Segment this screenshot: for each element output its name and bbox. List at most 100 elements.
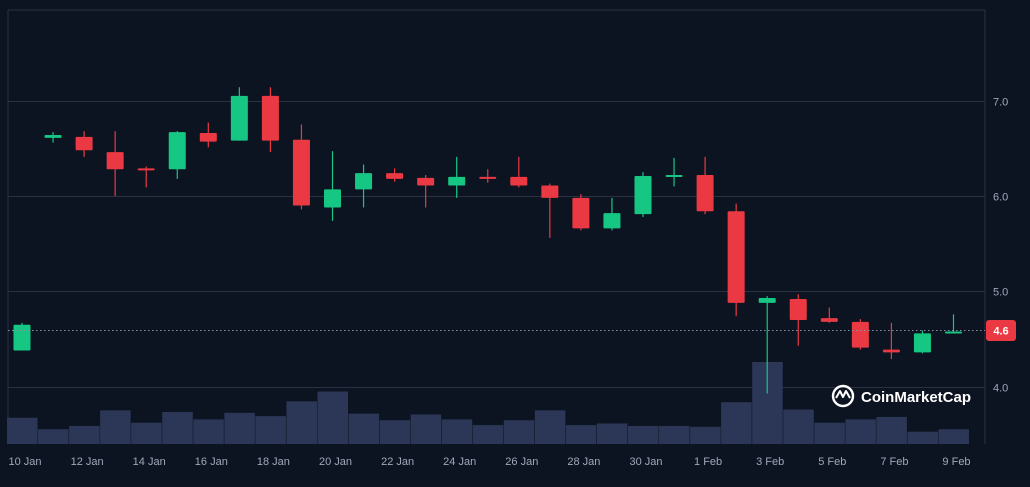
volume-bar <box>814 422 845 444</box>
candle-body <box>696 175 714 212</box>
candle[interactable] <box>324 151 341 221</box>
candle[interactable] <box>758 296 776 394</box>
x-tick-label: 12 Jan <box>71 456 104 468</box>
volume-layer <box>7 362 969 444</box>
volume-bar <box>255 416 286 444</box>
candle-body <box>789 299 807 320</box>
candle[interactable] <box>199 122 217 148</box>
candle[interactable] <box>789 294 807 346</box>
volume-bar <box>162 412 193 444</box>
candle[interactable] <box>820 307 838 323</box>
candle[interactable] <box>106 131 124 196</box>
y-tick-label: 4.0 <box>993 383 1008 395</box>
candle[interactable] <box>510 156 528 188</box>
candle-layer <box>13 87 962 394</box>
x-tick-label: 26 Jan <box>505 456 538 468</box>
candle[interactable] <box>44 132 62 143</box>
volume-bar <box>224 412 255 444</box>
volume-bar <box>472 425 504 444</box>
volume-bar <box>534 410 566 444</box>
candle[interactable] <box>355 164 373 208</box>
candle-body <box>945 331 962 334</box>
candle-body <box>230 95 248 141</box>
candle-body <box>106 152 124 170</box>
volume-bar <box>193 419 224 444</box>
current-price-label: 4.6 <box>993 326 1008 338</box>
candle[interactable] <box>479 169 497 183</box>
candle-body <box>479 176 497 179</box>
price-line-layer: 4.6 <box>8 320 1016 341</box>
candle[interactable] <box>292 124 310 210</box>
candle[interactable] <box>945 314 962 334</box>
x-tick-label: 24 Jan <box>443 456 476 468</box>
candle[interactable] <box>572 194 590 231</box>
candle-body <box>386 173 404 179</box>
current-price-tag: 4.6 <box>986 320 1016 341</box>
candle[interactable] <box>137 166 155 188</box>
coinmarketcap-logo-icon <box>831 384 855 408</box>
y-tick-label: 5.0 <box>993 287 1008 299</box>
volume-bar <box>845 419 876 444</box>
candle-body <box>137 168 155 171</box>
candle-body <box>820 318 838 322</box>
candle[interactable] <box>75 131 93 157</box>
volume-bar <box>565 425 597 444</box>
x-tick-label: 10 Jan <box>8 456 41 468</box>
volume-bar <box>783 409 814 444</box>
candle[interactable] <box>882 322 900 360</box>
candle[interactable] <box>696 156 714 215</box>
x-tick-label: 18 Jan <box>257 456 290 468</box>
current-price-tag-bg <box>986 320 1016 341</box>
x-tick-label: 16 Jan <box>195 456 228 468</box>
volume-bar <box>100 410 131 444</box>
volume-bar <box>379 420 411 444</box>
candle[interactable] <box>448 156 466 198</box>
volume-bar <box>7 417 38 444</box>
y-tick-label: 7.0 <box>993 97 1008 109</box>
candle[interactable] <box>727 203 745 317</box>
x-tick-label: 9 Feb <box>942 456 970 468</box>
volume-bar <box>721 402 752 444</box>
candle-body <box>448 176 466 186</box>
volume-bar <box>317 391 348 444</box>
candle-body <box>13 324 31 351</box>
grid-layer <box>7 9 986 444</box>
candle[interactable] <box>665 157 683 187</box>
candle-body <box>292 139 310 206</box>
candle[interactable] <box>230 87 248 141</box>
candle-body <box>75 136 93 151</box>
candle-body <box>44 134 62 138</box>
volume-bar <box>938 429 969 444</box>
candle[interactable] <box>541 183 559 238</box>
x-tick-label: 5 Feb <box>818 456 846 468</box>
volume-bar <box>876 416 907 444</box>
candle[interactable] <box>851 319 869 350</box>
candle-body <box>882 349 900 353</box>
candle[interactable] <box>417 175 435 208</box>
candle-body <box>510 176 528 186</box>
x-tick-label: 14 Jan <box>133 456 166 468</box>
candle[interactable] <box>913 330 931 354</box>
y-tick-label: 6.0 <box>993 192 1008 204</box>
volume-bar <box>410 414 442 444</box>
candle[interactable] <box>634 172 652 217</box>
candle[interactable] <box>603 197 621 231</box>
candle[interactable] <box>386 168 404 182</box>
x-tick-label: 7 Feb <box>880 456 908 468</box>
candle-body <box>851 321 869 348</box>
watermark: CoinMarketCap <box>831 384 971 408</box>
volume-bar <box>131 422 162 444</box>
candle[interactable] <box>13 322 31 351</box>
x-tick-label: 22 Jan <box>381 456 414 468</box>
volume-bar <box>596 423 628 444</box>
candle[interactable] <box>168 131 186 179</box>
x-tick-label: 28 Jan <box>567 456 600 468</box>
x-tick-label: 20 Jan <box>319 456 352 468</box>
candle-body <box>199 133 217 142</box>
volume-bar <box>503 420 535 444</box>
volume-bar <box>690 426 721 444</box>
candle[interactable] <box>261 87 279 153</box>
